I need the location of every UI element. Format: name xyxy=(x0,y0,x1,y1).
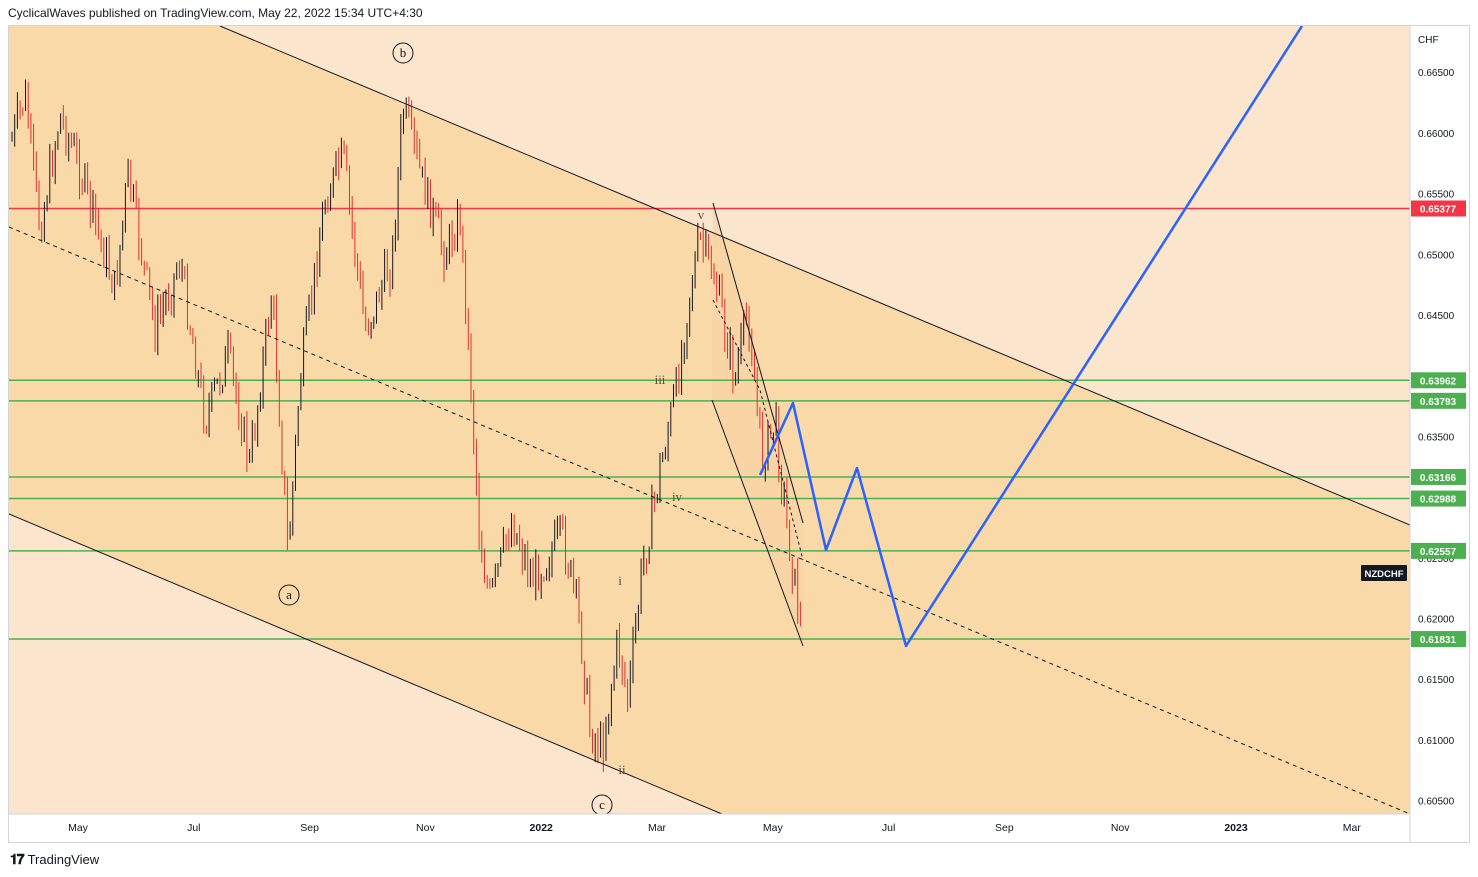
price-level-label: 0.63166 xyxy=(1420,473,1457,484)
price-level-label: 0.62557 xyxy=(1420,547,1457,558)
price-level-label: 0.63793 xyxy=(1420,397,1457,408)
price-level-badge xyxy=(1411,200,1466,217)
time-tick-label: Nov xyxy=(416,822,435,834)
time-tick-label: May xyxy=(68,822,89,834)
channel-upper-line xyxy=(219,26,1410,526)
candles-group xyxy=(11,79,801,772)
time-tick-label: Sep xyxy=(995,822,1014,834)
symbol-badge: NZDCHF xyxy=(1361,565,1407,581)
tradingview-footer[interactable]: 𝟏𝟕 TradingView xyxy=(10,851,99,868)
channel-fill xyxy=(9,26,1410,814)
price-tick-label: 0.66500 xyxy=(1418,68,1455,79)
price-tick-label: 0.64500 xyxy=(1418,311,1455,322)
inner-channel-upper xyxy=(712,202,804,524)
time-tick-label: 2022 xyxy=(530,822,554,834)
wave-label: v xyxy=(698,207,705,222)
inner-channel-fill xyxy=(712,203,803,646)
tradingview-logo-icon: 𝟏𝟕 xyxy=(10,851,25,867)
price-level-badge xyxy=(1411,392,1466,409)
price-tick-label: 0.62500 xyxy=(1418,554,1455,565)
chart-frame xyxy=(8,25,1470,843)
time-tick-label: May xyxy=(763,822,784,834)
symbol-badge-text: NZDCHF xyxy=(1364,569,1403,580)
price-level-badge xyxy=(1411,490,1466,507)
time-tick-label: Jul xyxy=(187,822,200,834)
time-tick-label: Nov xyxy=(1111,822,1130,834)
price-level-label: 0.63962 xyxy=(1420,376,1457,387)
price-tick-label: 0.62000 xyxy=(1418,615,1455,626)
time-tick-label: Mar xyxy=(1343,822,1362,834)
wave-label-ring xyxy=(278,584,300,606)
price-level-badge xyxy=(1411,468,1466,485)
channel-midline xyxy=(9,226,1410,814)
wave-label-ring xyxy=(591,794,613,814)
price-level-label: 0.61831 xyxy=(1420,635,1457,646)
price-level-label: 0.65377 xyxy=(1420,204,1457,215)
time-tick-label: Jul xyxy=(882,822,895,834)
wave-label: ii xyxy=(618,762,626,777)
publish-info: CyclicalWaves published on TradingView.c… xyxy=(8,6,423,20)
channel-lower-line xyxy=(9,513,723,814)
time-axis[interactable]: May Jul Sep Nov 2022 Mar May Jul Sep Nov 2023 Mar xyxy=(68,822,1361,834)
wave-label: iv xyxy=(672,489,683,504)
wave-label: i xyxy=(618,573,622,588)
wave-label: iii xyxy=(655,372,666,387)
price-tick-label: 0.61000 xyxy=(1418,736,1455,747)
price-level-badge xyxy=(1411,372,1466,389)
time-tick-label: Sep xyxy=(300,822,319,834)
wave-label: b xyxy=(400,45,407,60)
price-axis[interactable]: 0.665000.660000.655000.650000.645000.640… xyxy=(1418,68,1455,808)
price-tick-label: 0.60500 xyxy=(1418,797,1455,808)
price-tick-label: 0.66000 xyxy=(1418,129,1455,140)
price-tick-label: 0.65000 xyxy=(1418,250,1455,261)
wave-label-ring xyxy=(392,42,414,64)
wave-label: a xyxy=(286,587,292,602)
currency-label: CHF xyxy=(1418,35,1439,46)
brand-name: TradingView xyxy=(27,852,100,867)
price-tick-label: 0.63500 xyxy=(1418,432,1455,443)
projection-path xyxy=(758,26,1304,648)
price-tick-label: 0.65500 xyxy=(1418,190,1455,201)
price-level-badge xyxy=(1411,631,1466,648)
time-tick-label: 2023 xyxy=(1224,822,1248,834)
inner-channel-dashed xyxy=(712,299,804,561)
price-tick-label: 0.61500 xyxy=(1418,675,1455,686)
price-level-badge xyxy=(1411,542,1466,559)
time-tick-label: Mar xyxy=(648,822,667,834)
wave-label: c xyxy=(599,797,605,812)
price-level-label: 0.62988 xyxy=(1420,495,1457,506)
inner-channel-lower xyxy=(711,399,804,647)
